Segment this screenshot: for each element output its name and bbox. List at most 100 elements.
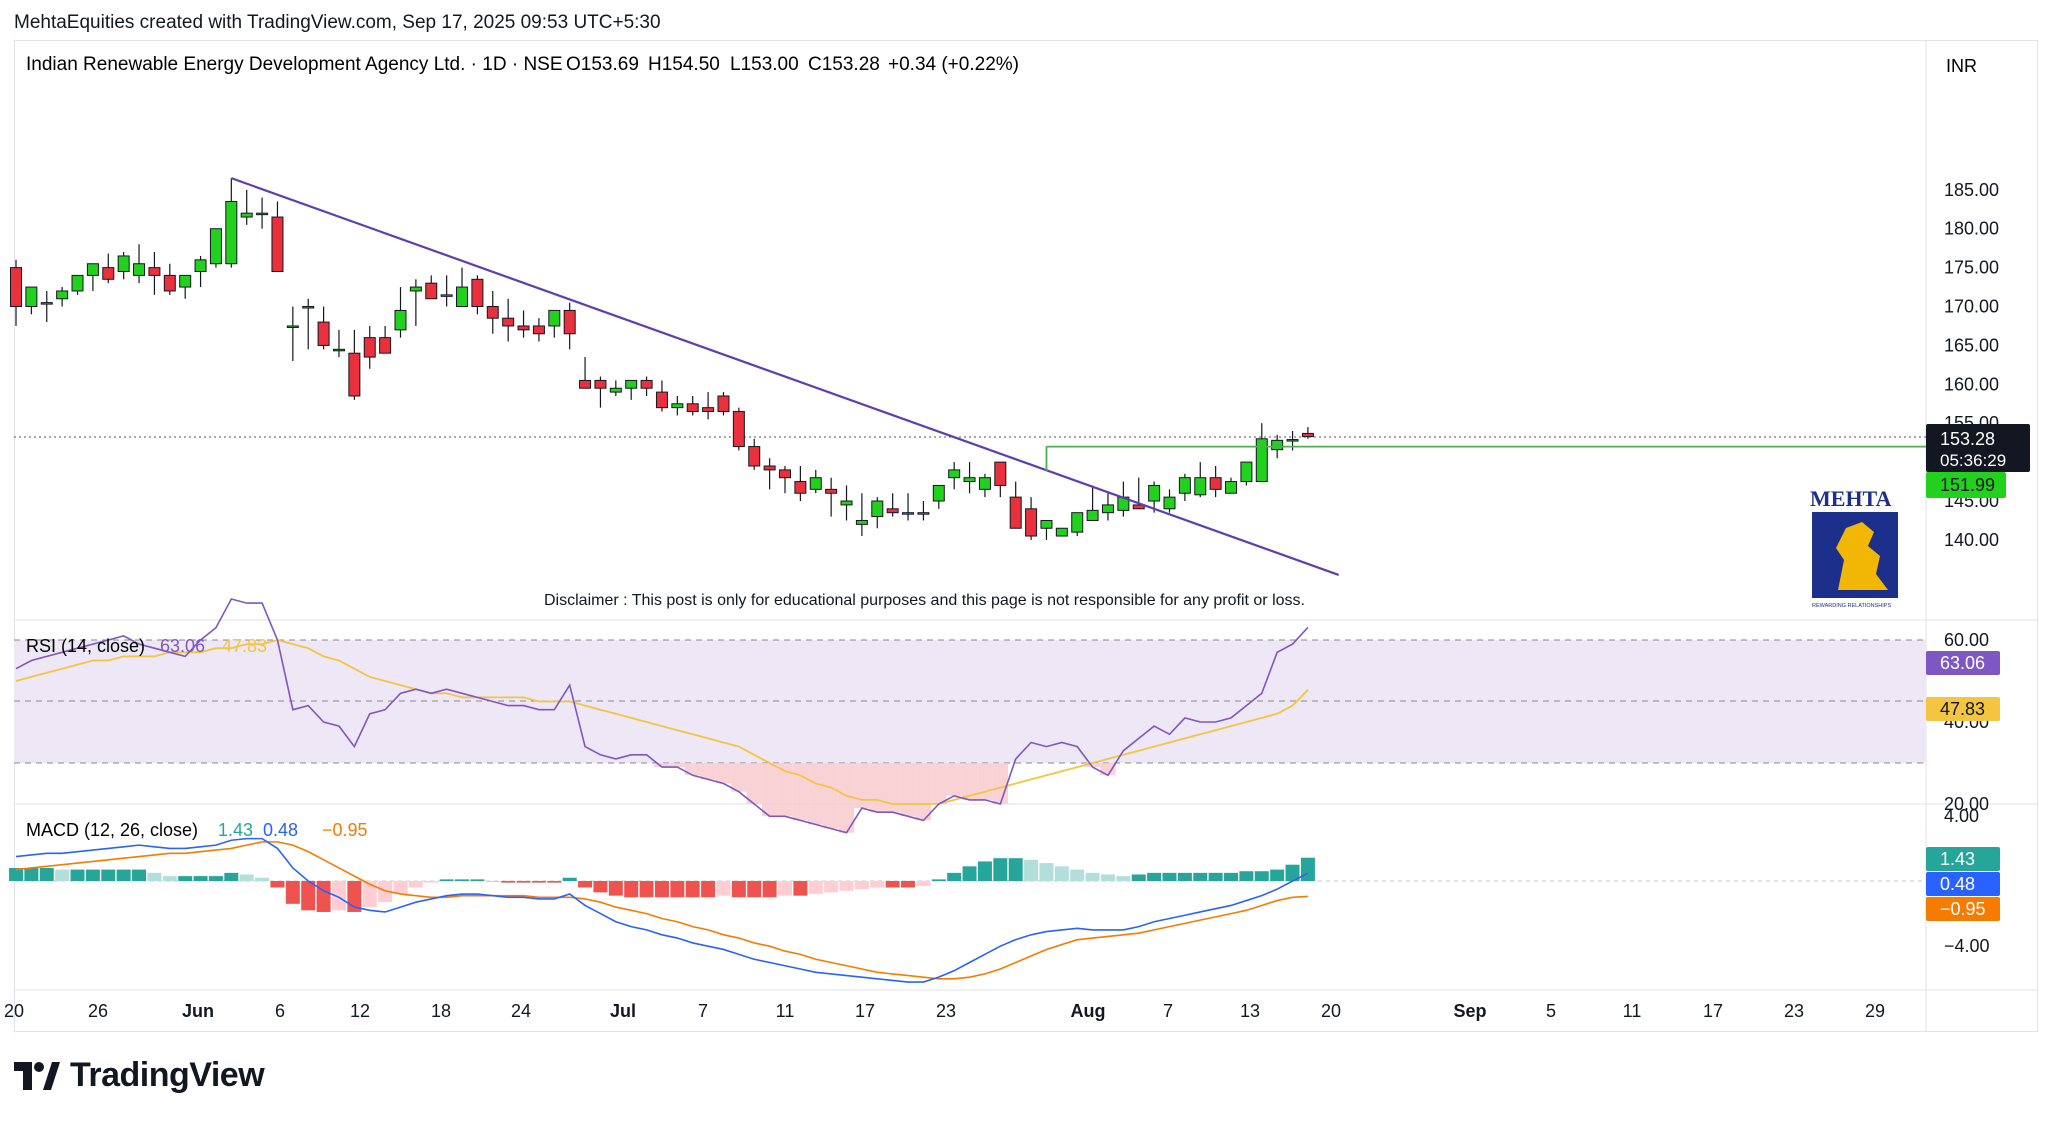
macd-hist-bar <box>208 876 223 881</box>
macd-line-badge-label: 0.48 <box>1940 874 1975 894</box>
macd-hist-bar <box>793 881 808 896</box>
candle-body <box>425 282 438 300</box>
macd-hist-bar <box>993 858 1008 881</box>
macd-hist-bar <box>1039 863 1054 881</box>
rsi-ma-badge-label: 47.83 <box>1940 699 1985 719</box>
macd-hist-bar <box>516 881 531 883</box>
macd-hist-bar <box>316 881 331 912</box>
level-badge <box>1926 472 2006 498</box>
macd-hist-bar <box>1070 869 1085 881</box>
macd-hist-bar <box>824 881 839 893</box>
price-tick-label: 140.00 <box>1944 530 1999 550</box>
candle-body <box>102 267 115 280</box>
macd-hist-bar <box>1224 872 1239 881</box>
currency-label[interactable]: INR <box>1946 56 1977 76</box>
candle-body <box>809 477 822 490</box>
candle-body <box>271 216 284 273</box>
macd-hist-value: 1.43 <box>218 820 253 840</box>
macd-hist-bar <box>101 869 116 881</box>
macd-hist-bar <box>731 881 746 898</box>
macd-hist-bar <box>55 869 70 881</box>
candle-body <box>10 267 22 308</box>
candle-body <box>825 488 838 494</box>
rsi-line <box>15 598 1309 834</box>
macd-hist-bar <box>762 881 777 898</box>
macd-hist-bar <box>455 879 470 881</box>
macd-hist-bar <box>977 861 992 881</box>
macd-tick-label: −4.00 <box>1944 936 1990 956</box>
candle-body <box>1148 484 1161 502</box>
candle-body <box>348 352 361 397</box>
level-label: 151.99 <box>1940 475 1995 495</box>
time-tick-label: 5 <box>1546 1001 1556 1021</box>
rsi-title: RSI (14, close) <box>26 636 145 656</box>
candle-body <box>1255 438 1268 483</box>
time-tick-label: 29 <box>1865 1001 1885 1021</box>
candle-body <box>194 259 207 273</box>
macd-hist-bar <box>947 872 962 881</box>
time-tick-label: 20 <box>4 1001 24 1021</box>
macd-hist-bar <box>501 881 516 883</box>
candle-body <box>1071 512 1084 533</box>
macd-hist-bar <box>1024 859 1039 881</box>
candle-body <box>1009 496 1022 529</box>
macd-hist-bar <box>1270 869 1285 881</box>
macd-hist-bar <box>916 881 931 886</box>
candle-body <box>502 317 515 327</box>
macd-hist-bar <box>439 879 454 881</box>
macd-line-badge <box>1926 872 2000 896</box>
macd-hist-bar <box>1285 864 1300 881</box>
macd-hist-bar <box>301 881 316 911</box>
candle-body <box>917 512 930 515</box>
candle-body <box>886 508 899 514</box>
macd-hist-bar <box>85 869 100 881</box>
macd-hist-bar <box>162 876 177 881</box>
rsi-tick-label: 60.00 <box>1944 630 1989 650</box>
rsi-tick-label: 20.00 <box>1944 794 1989 814</box>
candle-body <box>732 411 745 448</box>
candle-body <box>1225 481 1238 494</box>
candle-body <box>517 325 530 331</box>
macd-hist-bar <box>578 881 593 888</box>
macd-hist-bar <box>1208 872 1223 881</box>
candle-body <box>548 309 561 327</box>
candle-body <box>855 519 868 525</box>
countdown-label: 05:36:29 <box>1940 451 2006 470</box>
candle-body <box>471 278 484 308</box>
macd-hist-bar <box>1162 872 1177 881</box>
macd-hist-bar <box>9 867 23 881</box>
candle-body <box>133 263 146 276</box>
macd-hist-bar <box>239 874 254 881</box>
candle-body <box>456 286 469 308</box>
mehta-logo: MEHTA REWARDING RELATIONSHIPS <box>1810 486 1898 609</box>
macd-signal-value: −0.95 <box>322 820 368 840</box>
chart-frame <box>14 40 2038 1032</box>
candle-body <box>840 500 853 506</box>
tradingview-logo[interactable]: TradingView <box>14 1056 265 1095</box>
candle-body <box>655 391 668 409</box>
macd-hist-bar <box>870 881 885 888</box>
candle-body <box>702 407 715 413</box>
candle-body <box>1163 496 1176 510</box>
macd-hist-bar <box>1239 871 1254 881</box>
macd-hist-bar <box>547 881 562 883</box>
candle-body <box>1286 439 1299 442</box>
macd-hist-bar <box>1131 874 1146 881</box>
macd-signal-line <box>15 841 1308 980</box>
candle-body <box>286 325 299 328</box>
price-tick-label: 180.00 <box>1944 219 1999 239</box>
macd-hist-bar <box>1085 872 1100 881</box>
macd-hist-bar <box>178 876 193 881</box>
macd-signal-badge-label: −0.95 <box>1940 899 1986 919</box>
candle-body <box>256 212 269 216</box>
candles-layer <box>10 178 1314 540</box>
macd-hist-badge-label: 1.43 <box>1940 849 1975 869</box>
price-tick-label: 175.00 <box>1944 258 1999 278</box>
candle-body <box>748 446 761 467</box>
macd-hist-bar <box>285 881 300 904</box>
candle-body <box>948 469 961 479</box>
candle-body <box>1271 439 1284 451</box>
candle-body <box>978 477 991 490</box>
mehta-logo-text: MEHTA <box>1810 486 1892 511</box>
